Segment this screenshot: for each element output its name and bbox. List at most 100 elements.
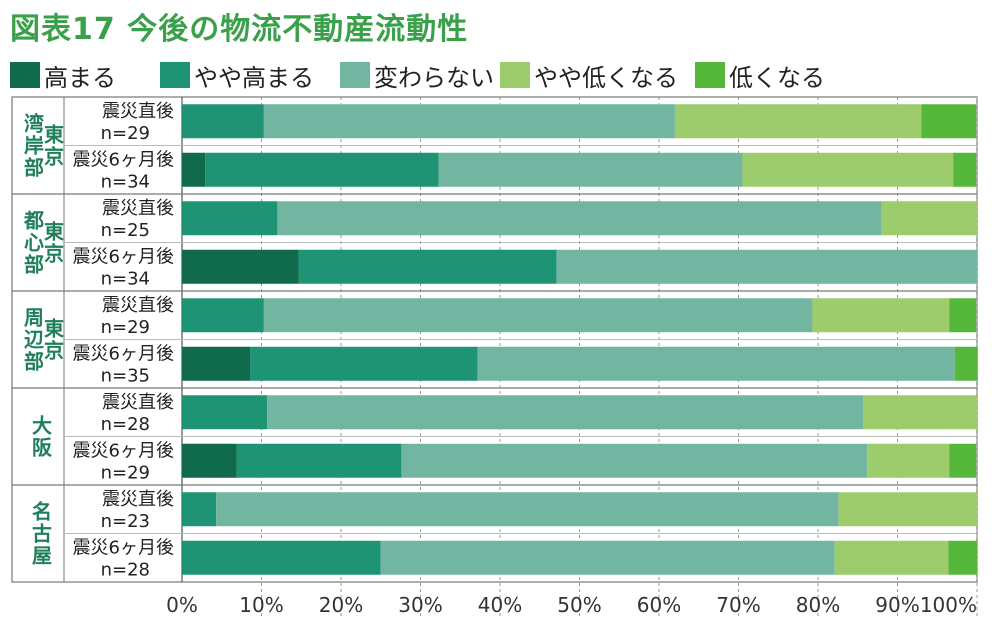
group-label-char: 東 — [44, 317, 64, 341]
chart-title: 図表17 今後の物流不動産流動性 — [10, 12, 469, 47]
x-tick-label: 60% — [637, 593, 681, 617]
bar-segment — [953, 152, 977, 187]
bar-segment — [949, 443, 977, 478]
legend-item-somewhat-low: やや低くなる — [500, 58, 678, 92]
bar-segment — [948, 540, 977, 575]
group-label-char: 京 — [44, 242, 64, 266]
legend-label-low: 低くなる — [729, 63, 825, 92]
bar-segment — [182, 152, 206, 187]
group-label-char: 京 — [44, 145, 64, 169]
bar-segment — [182, 249, 299, 284]
row-label-timing: 震災直後 — [102, 198, 174, 219]
group-label-char: 大 — [32, 414, 52, 438]
group-label-char: 周 — [24, 306, 44, 330]
bar-segment — [182, 395, 268, 430]
row-label-n: n=25 — [101, 220, 150, 241]
legend-item-no-change: 変わらない — [340, 58, 494, 92]
group-label-char: 岸 — [24, 134, 44, 158]
group-label-char: 湾 — [24, 112, 44, 136]
group-label-char: 京 — [44, 339, 64, 363]
row-label-timing: 震災直後 — [102, 101, 174, 122]
row-label-n: n=29 — [101, 123, 150, 144]
bar-segment — [921, 104, 977, 139]
row-label-timing: 震災6ヶ月後 — [73, 538, 174, 559]
row-label-n: n=23 — [101, 511, 150, 532]
group-label-char: 部 — [24, 350, 44, 374]
legend-swatch-somewhat-high — [160, 62, 190, 88]
group-label-char: 東 — [44, 220, 64, 244]
row-label-n: n=34 — [101, 269, 150, 290]
bar-segment — [742, 152, 954, 187]
bar-segment — [250, 346, 478, 381]
group-label-char: 東 — [44, 123, 64, 147]
legend-swatch-high — [10, 62, 40, 88]
x-tick-label: 70% — [716, 593, 760, 617]
x-tick-label: 40% — [478, 593, 522, 617]
bar-segment — [834, 540, 949, 575]
bar-segment — [477, 346, 955, 381]
bar-segment — [267, 395, 864, 430]
x-tick-label: 0% — [166, 593, 198, 617]
bar-segment — [401, 443, 868, 478]
row-label-timing: 震災6ヶ月後 — [73, 150, 174, 171]
bar-segment — [954, 346, 978, 381]
x-tick-label: 30% — [398, 593, 442, 617]
row-label-n: n=35 — [101, 366, 150, 387]
bar-segment — [812, 298, 950, 333]
group-label-char: 辺 — [24, 328, 44, 352]
bar-segment — [881, 201, 977, 236]
bar-segment — [838, 492, 977, 527]
group-label-char: 名 — [32, 500, 52, 524]
bar-segment — [867, 443, 950, 478]
x-tick-label: 10% — [239, 593, 283, 617]
legend-item-low: 低くなる — [695, 58, 825, 92]
row-label-timing: 震災直後 — [102, 392, 174, 413]
bar-segment — [263, 104, 675, 139]
row-label-n: n=28 — [101, 414, 150, 435]
row-label-timing: 震災6ヶ月後 — [73, 441, 174, 462]
row-label-timing: 震災直後 — [102, 489, 174, 510]
x-tick-label: 20% — [319, 593, 363, 617]
bar-segment — [182, 346, 251, 381]
legend-label-somewhat-high: やや高まる — [194, 63, 314, 92]
x-tick-label: 90% — [875, 593, 919, 617]
bar-segment — [182, 492, 217, 527]
bar-segment — [182, 104, 264, 139]
group-label-char: 都 — [23, 209, 44, 233]
group-label-char: 阪 — [32, 436, 53, 460]
legend-label-somewhat-low: やや低くなる — [534, 63, 678, 92]
bar-segment — [277, 201, 882, 236]
legend: 高まる やや高まる 変わらない やや低くなる 低くなる — [10, 58, 995, 92]
bar-segment — [182, 201, 278, 236]
bar-segment — [182, 443, 237, 478]
x-tick-label: 80% — [796, 593, 840, 617]
legend-item-somewhat-high: やや高まる — [160, 58, 314, 92]
bar-segment — [236, 443, 402, 478]
bar-segment — [556, 249, 977, 284]
bar-segment — [674, 104, 922, 139]
legend-swatch-low — [695, 62, 725, 88]
row-label-n: n=28 — [101, 560, 150, 581]
bar-segment — [949, 298, 977, 333]
bar-segment — [298, 249, 557, 284]
group-label-char: 部 — [24, 156, 44, 180]
row-label-n: n=29 — [101, 463, 150, 484]
legend-swatch-somewhat-low — [500, 62, 530, 88]
group-label-char: 屋 — [32, 544, 52, 568]
bar-segment — [182, 540, 381, 575]
legend-swatch-no-change — [340, 62, 370, 88]
bar-segment — [205, 152, 439, 187]
row-label-n: n=29 — [101, 317, 150, 338]
legend-item-high: 高まる — [10, 58, 116, 92]
x-tick-label: 50% — [557, 593, 601, 617]
row-label-timing: 震災直後 — [102, 295, 174, 316]
row-label-n: n=34 — [101, 172, 150, 193]
legend-label-no-change: 変わらない — [374, 63, 494, 92]
bar-segment — [438, 152, 743, 187]
bar-segment — [263, 298, 813, 333]
bar-segment — [216, 492, 839, 527]
bar-segment — [380, 540, 835, 575]
row-label-timing: 震災6ヶ月後 — [73, 344, 174, 365]
legend-label-high: 高まる — [44, 63, 116, 92]
